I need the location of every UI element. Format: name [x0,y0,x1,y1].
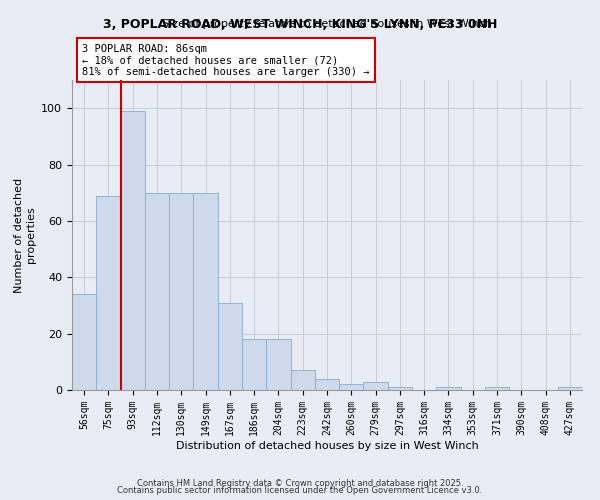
Bar [436,387,461,390]
Bar [145,192,169,390]
Bar [290,370,315,390]
Bar [169,192,193,390]
Bar [558,387,582,390]
Bar [339,384,364,390]
Bar [315,378,339,390]
Bar [364,382,388,390]
Text: 3 POPLAR ROAD: 86sqm
← 18% of detached houses are smaller (72)
81% of semi-detac: 3 POPLAR ROAD: 86sqm ← 18% of detached h… [82,44,370,77]
Bar [218,302,242,390]
Title: Size of property relative to detached houses in West Winch: Size of property relative to detached ho… [162,19,492,29]
Bar [72,294,96,390]
Text: 3, POPLAR ROAD, WEST WINCH, KING'S LYNN, PE33 0NH: 3, POPLAR ROAD, WEST WINCH, KING'S LYNN,… [103,18,497,30]
Bar [266,340,290,390]
Y-axis label: Number of detached
properties: Number of detached properties [14,178,36,292]
Bar [388,387,412,390]
Bar [96,196,121,390]
Text: Contains HM Land Registry data © Crown copyright and database right 2025.: Contains HM Land Registry data © Crown c… [137,478,463,488]
X-axis label: Distribution of detached houses by size in West Winch: Distribution of detached houses by size … [176,440,478,450]
Bar [193,192,218,390]
Bar [485,387,509,390]
Bar [121,111,145,390]
Text: Contains public sector information licensed under the Open Government Licence v3: Contains public sector information licen… [118,486,482,495]
Bar [242,340,266,390]
